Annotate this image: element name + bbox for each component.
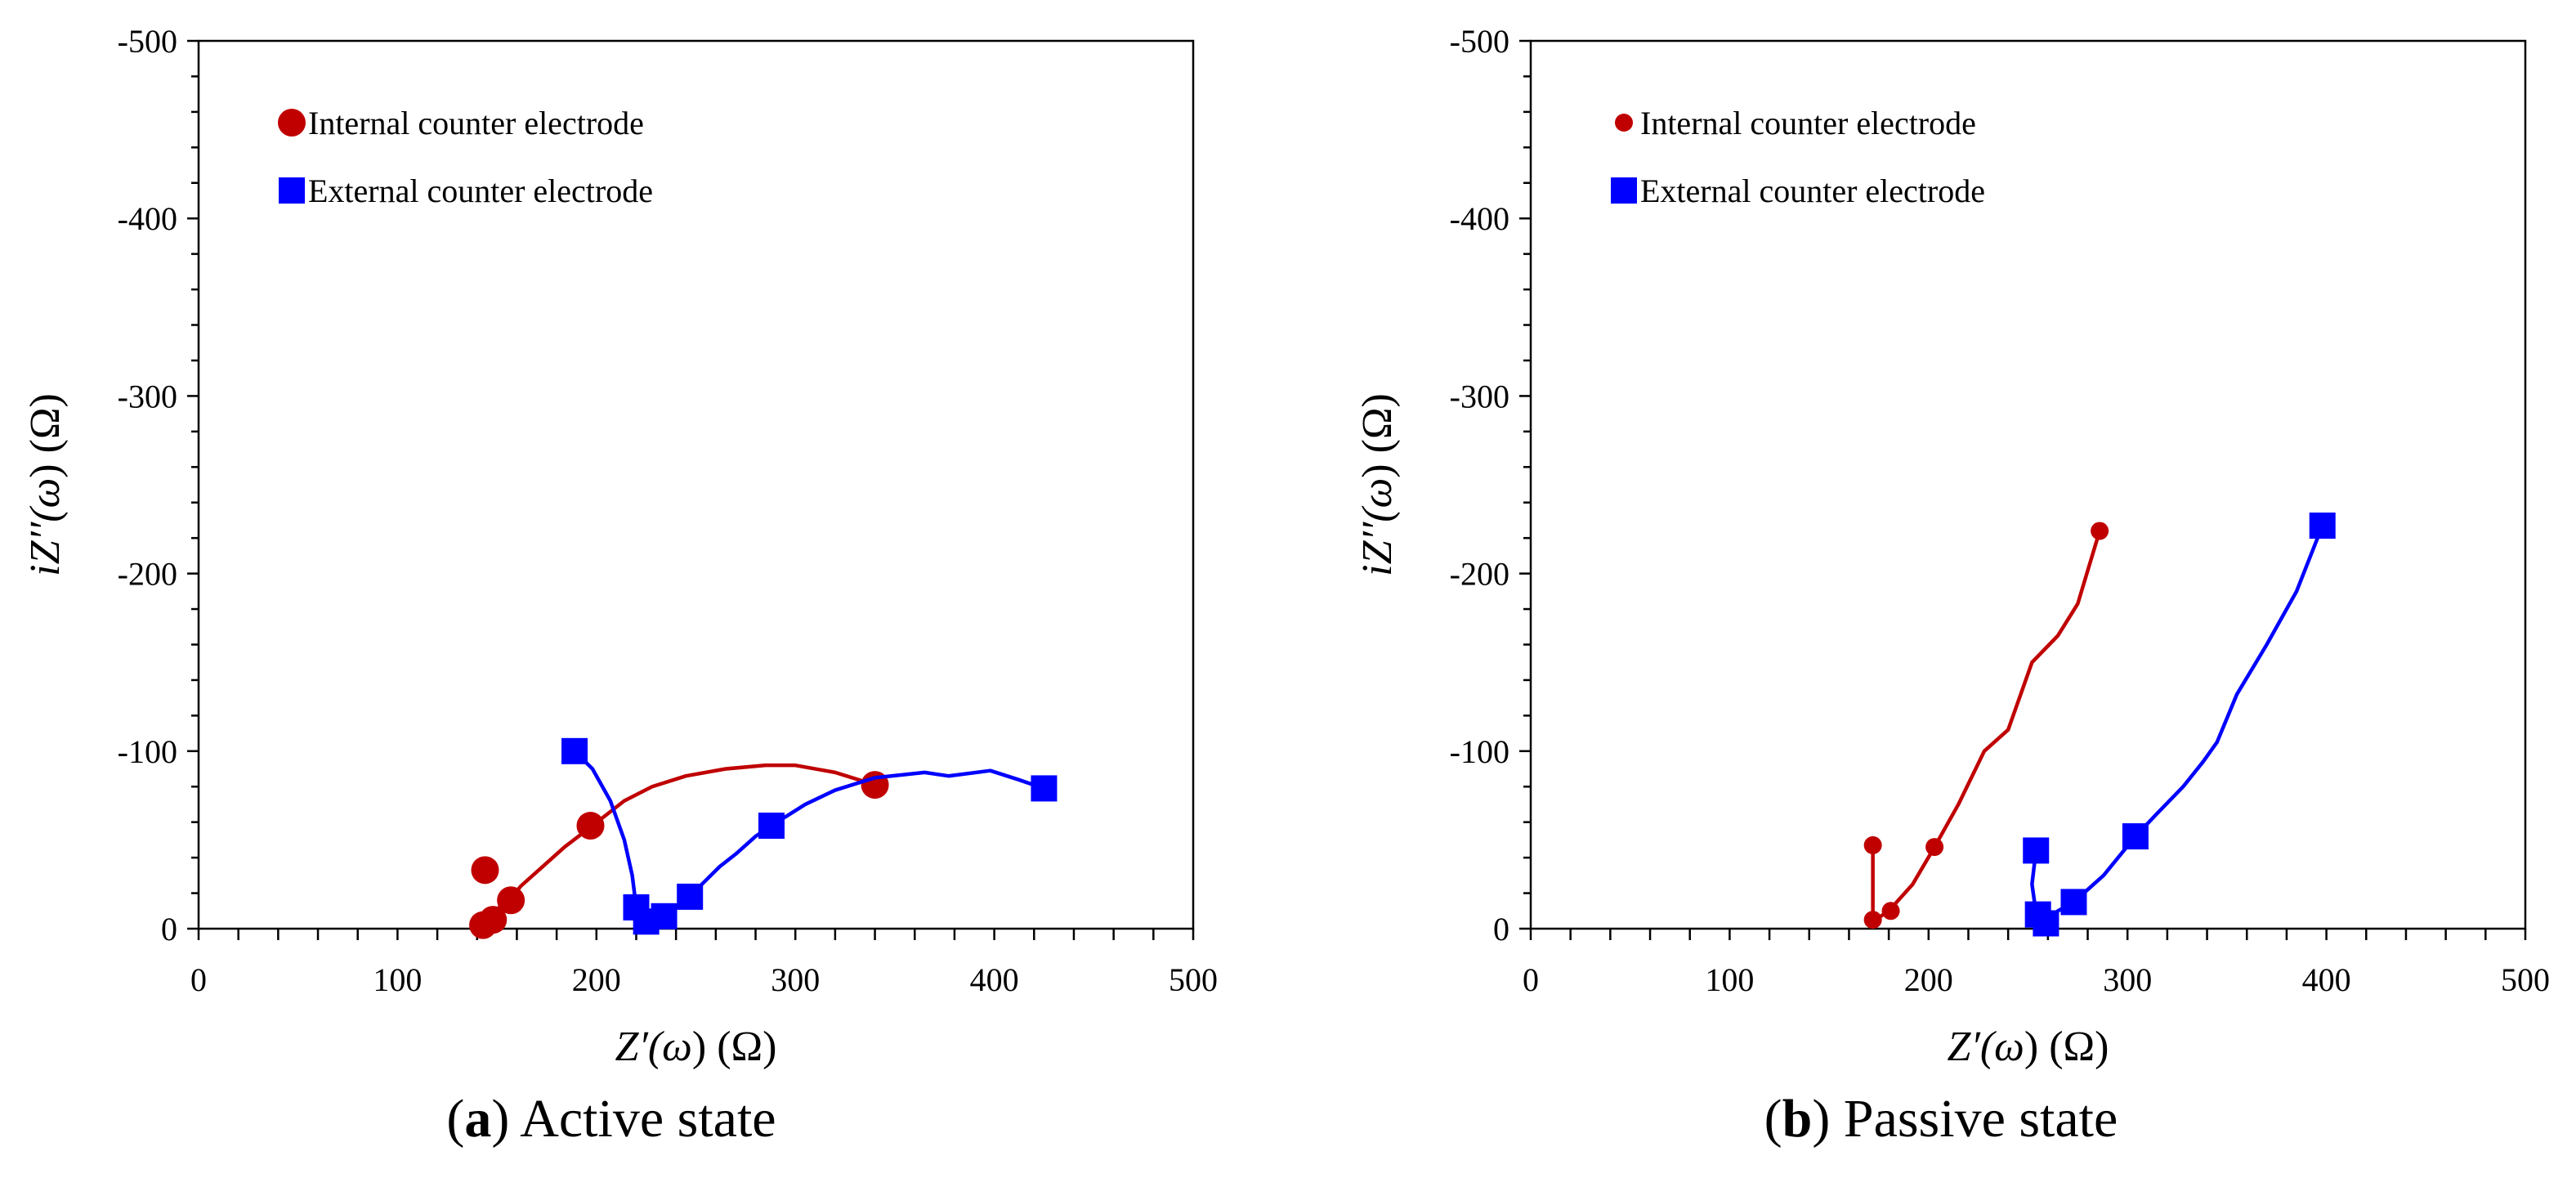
plot-frame (197, 39, 1195, 930)
x-axis-label-omega: ω (662, 1024, 692, 1070)
data-point-internal (471, 856, 499, 885)
y-tick-label: 0 (1493, 911, 1509, 947)
x-tick-label: 100 (373, 961, 422, 998)
legend-label: Internal counter electrode (308, 105, 644, 141)
y-axis-label-unit: ) (Ω) (22, 393, 69, 478)
data-point-internal (479, 906, 508, 934)
legend-marker-internal (1615, 114, 1633, 132)
panel-caption: (a) Active state (446, 1089, 776, 1149)
y-tick-label: -100 (118, 733, 177, 770)
data-point-internal (1925, 838, 1944, 857)
x-tick-label: 300 (771, 961, 820, 998)
x-tick-label: 0 (1523, 961, 1539, 998)
y-tick-label: -200 (1450, 556, 1509, 593)
x-tick-label: 200 (572, 961, 621, 998)
y-axis-label: iZ′′(ω) (Ω) (1354, 393, 1401, 576)
y-axis-label-omega: ω (1354, 478, 1401, 508)
data-point-internal (1863, 911, 1882, 929)
panel-caption: (b) Passive state (1764, 1089, 2118, 1149)
caption-open-paren: ( (1764, 1089, 1782, 1149)
y-axis-label-unit: ) (Ω) (1354, 393, 1401, 478)
data-point-external (1031, 775, 1058, 802)
x-tick-label: 0 (190, 961, 207, 998)
panel-b: 0 100 200 300 400 500 0 -100 -200 -300 -400 -500 Z′(… (1354, 23, 2550, 1149)
legend-marker-external (279, 177, 305, 204)
y-axis-label-i: i (1354, 564, 1401, 576)
x-axis-label-var: Z′( (1948, 1024, 1997, 1070)
data-point-external (651, 903, 678, 929)
data-point-external (2122, 823, 2149, 850)
caption-letter: a (464, 1089, 491, 1149)
x-axis-label-unit: ) (Ω) (2024, 1024, 2109, 1070)
plot-frame (1529, 39, 2527, 930)
x-axis-label: Z′(ω) (Ω) (1948, 1024, 2109, 1070)
caption-text: Passive state (1844, 1089, 2118, 1149)
y-axis-label-i: i (22, 564, 69, 576)
caption-close-paren: ) (1812, 1089, 1843, 1149)
series-line-internal (1871, 530, 2102, 922)
data-point-internal (576, 812, 605, 840)
data-point-external (758, 813, 785, 840)
series-line-external (573, 750, 1045, 924)
legend-label: Internal counter electrode (1640, 105, 1976, 141)
x-axis-label-unit: ) (Ω) (692, 1024, 777, 1070)
y-axis-label: iZ′′(ω) (Ω) (22, 393, 69, 576)
series-line-external (2030, 525, 2324, 925)
data-point-external (2309, 512, 2336, 539)
y-tick-label: -400 (1450, 200, 1509, 237)
y-axis-label-var: Z′′( (1354, 506, 1401, 565)
x-tick-label: 400 (2302, 961, 2351, 998)
x-tick-label: 300 (2103, 961, 2152, 998)
caption-letter: b (1782, 1089, 1813, 1149)
y-tick-label: -300 (118, 378, 177, 414)
legend-label: External counter electrode (1640, 172, 1985, 209)
data-point-external (2060, 889, 2087, 916)
x-axis-label-var: Z′( (615, 1024, 664, 1070)
legend-marker-internal (278, 109, 306, 137)
data-point-external (2033, 910, 2059, 937)
caption-text: Active state (520, 1089, 776, 1149)
y-tick-label: 0 (161, 911, 177, 947)
x-axis-label-omega: ω (1994, 1024, 2024, 1070)
caption-open-paren: ( (446, 1089, 464, 1149)
y-axis-label-omega: ω (22, 478, 69, 508)
x-tick-label: 100 (1705, 961, 1754, 998)
legend-label: External counter electrode (308, 172, 653, 209)
y-tick-label: -300 (1450, 378, 1509, 414)
x-tick-label: 200 (1904, 961, 1953, 998)
data-point-internal (2091, 522, 2109, 540)
y-tick-label: -500 (118, 23, 177, 60)
data-point-external (2023, 837, 2050, 864)
y-tick-label: -400 (118, 200, 177, 237)
y-axis-label-var: Z′′( (22, 506, 69, 565)
data-point-internal (497, 886, 525, 915)
caption-close-paren: ) (491, 1089, 520, 1149)
x-tick-label: 500 (2501, 961, 2550, 998)
data-point-external (561, 737, 588, 764)
panel-a: 0 100 200 300 400 500 0 -100 -200 -300 -400 -500 Z′(… (22, 23, 1218, 1149)
data-point-internal (1881, 902, 1900, 920)
y-tick-label: -100 (1450, 733, 1509, 770)
x-axis-label: Z′(ω) (Ω) (615, 1024, 777, 1070)
y-tick-label: -200 (118, 556, 177, 593)
y-tick-label: -500 (1450, 23, 1509, 60)
x-tick-label: 500 (1169, 961, 1218, 998)
legend-marker-external (1611, 177, 1637, 204)
data-point-external (677, 883, 704, 910)
data-point-internal (1863, 835, 1882, 854)
x-tick-label: 400 (970, 961, 1019, 998)
